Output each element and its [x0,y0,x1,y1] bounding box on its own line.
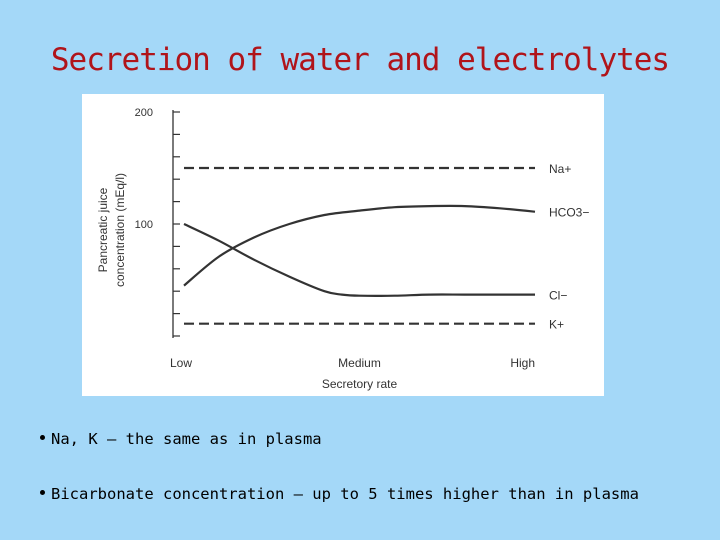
series-line [183,204,536,287]
bullet-item: Na, K – the same as in plasma [40,430,322,448]
series-label: HCO3− [549,206,589,220]
bullet-text: Na, K – the same as in plasma [51,430,322,448]
y-axis-label: concentration (mEq/l) [113,173,127,287]
y-axis-label: Pancreatic juice [96,187,110,272]
bullet-dot-icon [40,490,45,495]
bullet-item: Bicarbonate concentration – up to 5 time… [40,485,639,503]
slide-title: Secretion of water and electrolytes [50,42,670,78]
series-line [183,223,535,297]
series-label: Cl− [549,289,567,303]
bullet-text: Bicarbonate concentration – up to 5 time… [51,485,639,503]
x-tick-label: Medium [338,356,381,370]
chart-figure: 200 100 Pancreatic juice concentration (mEq… [82,94,604,396]
series-label: K+ [549,318,564,332]
x-tick-label: High [510,356,535,370]
chart-series [183,166,536,325]
bullet-dot-icon [40,435,45,440]
y-tick-label: 200 [135,107,153,119]
y-tick-label: 100 [135,219,153,231]
chart-axis [172,110,180,338]
x-axis-label: Secretory rate [322,377,398,391]
x-tick-label: Low [170,356,192,370]
line-chart: 200 100 Pancreatic juice concentration (mEq… [96,107,589,391]
chart-labels: 200 100 Pancreatic juice concentration (mEq… [96,107,589,391]
series-label: Na+ [549,162,571,176]
